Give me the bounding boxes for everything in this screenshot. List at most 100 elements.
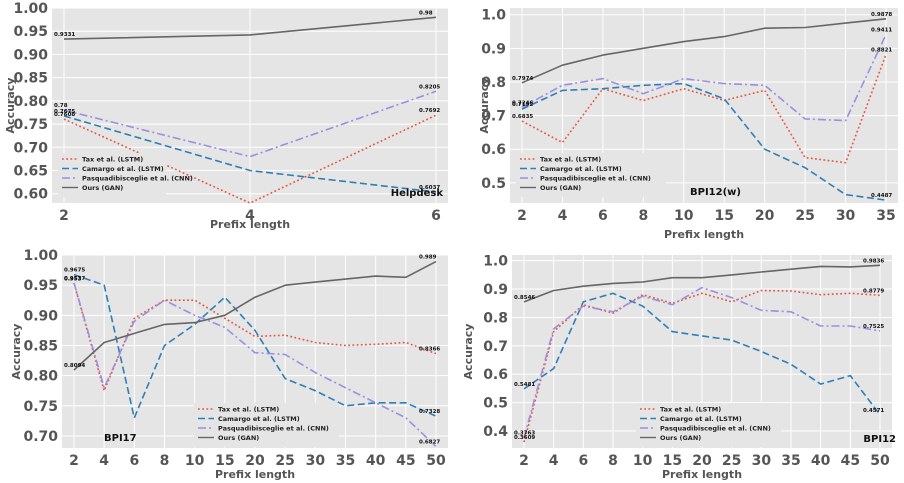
series-line-4: [523, 264, 881, 303]
y-tick-label: 0.8: [481, 75, 506, 91]
x-tick-label: 35: [781, 453, 800, 469]
y-tick-label: 0.70: [23, 429, 58, 445]
y-tick-label: 1.00: [13, 1, 48, 17]
legend: Tax et al. (LSTM) Camargo et al. (LSTM)Pa…: [58, 153, 193, 197]
legend-label: Camargo et al. (LSTM): [218, 415, 300, 423]
data-label: 0.8779: [863, 288, 884, 294]
legend-label: Tax et al. (LSTM): [82, 155, 143, 163]
x-axis-label: Prefix length: [210, 218, 290, 231]
legend-label: Tax et al. (LSTM): [540, 155, 601, 163]
data-label: 0.7692: [419, 108, 440, 114]
y-tick-label: 0.7: [483, 339, 508, 355]
x-tick-label: 6: [431, 208, 441, 224]
y-tick-label: 0.65: [13, 164, 48, 180]
legend-label: Pasquadibisceglie et al. (CNN): [660, 424, 771, 432]
x-tick-label: 45: [396, 453, 415, 469]
legend: Tax et al. (LSTM) Camargo et al. (LSTM)Pa…: [516, 153, 666, 197]
legend-label: Ours (GAN): [660, 434, 701, 442]
legend-label: Ours (GAN): [540, 184, 581, 192]
series-line-2: [73, 273, 437, 419]
legend-label: Pasquadibisceglie et al. (CNN): [540, 174, 651, 182]
x-tick-label: 8: [608, 453, 618, 469]
x-tick-label: 6: [578, 453, 588, 469]
data-label: 0.7525: [863, 324, 884, 330]
x-tick-label: 6: [598, 208, 608, 224]
y-tick-label: 0.85: [23, 338, 58, 354]
y-tick-label: 1.00: [23, 248, 58, 264]
legend-label: Pasquadibisceglie et al. (CNN): [82, 174, 193, 182]
series-line-3: [73, 282, 437, 447]
y-axis-label: Accuracy: [10, 324, 23, 380]
x-tick-label: 25: [795, 208, 814, 224]
legend-label: Camargo et al. (LSTM): [540, 165, 622, 173]
x-tick-label: 2: [519, 453, 529, 469]
dataset-label: BPI12(w): [690, 187, 741, 198]
data-label: 0.9675: [64, 268, 85, 274]
chart-panel-3: 1.00 0.95 0.90 0.85 0.80 0.75 0.70 2 4 6 8 10 15 20 25…: [10, 248, 448, 481]
data-label: 0.8821: [871, 47, 892, 53]
data-label: 0.5481: [514, 382, 535, 388]
x-tick-label: 4: [99, 453, 109, 469]
x-tick-label: 40: [366, 453, 386, 469]
x-tick-label: 4: [558, 208, 568, 224]
legend-label: Ours (GAN): [218, 434, 259, 442]
legend-box: [516, 153, 666, 197]
y-tick-label: 0.95: [23, 278, 58, 294]
x-tick-label: 2: [69, 453, 79, 469]
legend-label: Tax et al. (LSTM): [660, 405, 721, 413]
data-label: 0.6827: [419, 439, 440, 445]
data-label: 0.8094: [64, 363, 85, 369]
y-tick-label: 0.9: [483, 282, 508, 298]
data-label: 0.8546: [514, 295, 535, 301]
y-tick-label: 0.4: [483, 424, 508, 440]
y-tick-label: 1.0: [483, 254, 508, 270]
x-tick-label: 30: [836, 208, 856, 224]
y-tick-label: 0.5: [481, 176, 506, 192]
y-axis-label: Accuracy: [462, 324, 475, 380]
x-tick-label: 10: [674, 208, 694, 224]
series-line-4: [63, 16, 437, 40]
y-tick-label: 0.85: [13, 71, 48, 87]
x-tick-label: 50: [870, 453, 890, 469]
x-tick-label: 50: [426, 453, 446, 469]
x-tick-label: 4: [549, 453, 559, 469]
x-tick-label: 45: [841, 453, 860, 469]
y-tick-label: 0.95: [13, 24, 48, 40]
x-tick-label: 6: [129, 453, 139, 469]
x-tick-label: 15: [215, 453, 234, 469]
x-tick-label: 20: [245, 453, 265, 469]
x-tick-label: 10: [185, 453, 205, 469]
data-label: 0.3609: [514, 435, 535, 441]
x-tick-label: 40: [811, 453, 831, 469]
data-label: 0.6037: [419, 185, 440, 191]
data-label: 0.7675: [54, 109, 75, 115]
x-tick-label: 10: [633, 453, 653, 469]
chart-panel-1: 1.00 0.95 0.90 0.85 0.80 0.75 0.70 0.65 0.60 2 4 6 P…: [4, 1, 448, 231]
y-tick-label: 0.7: [481, 109, 506, 125]
data-label: 0.8205: [419, 84, 440, 90]
legend-label: Tax et al. (LSTM): [218, 405, 279, 413]
legend-box: [636, 403, 781, 447]
data-label: 0.989: [419, 255, 437, 261]
data-label: 0.9331: [54, 32, 75, 38]
y-tick-label: 0.70: [13, 140, 48, 156]
data-label: 0.9878: [871, 12, 892, 18]
x-tick-label: 2: [517, 208, 527, 224]
y-tick-label: 0.75: [23, 399, 58, 415]
data-label: 0.7328: [419, 409, 440, 415]
dataset-label: BPI12: [863, 434, 896, 445]
x-tick-label: 35: [336, 453, 355, 469]
x-tick-label: 8: [160, 453, 170, 469]
y-tick-label: 0.75: [13, 117, 48, 133]
series-line-2: [521, 82, 887, 201]
y-tick-label: 0.5: [483, 396, 508, 412]
series-line-2: [523, 292, 881, 416]
legend-label: Camargo et al. (LSTM): [660, 415, 742, 423]
legend-box: [58, 153, 166, 197]
x-tick-label: 30: [752, 453, 772, 469]
x-tick-label: 20: [755, 208, 775, 224]
y-tick-label: 0.60: [13, 187, 48, 203]
data-label: 0.4487: [871, 193, 892, 199]
y-tick-label: 0.8: [483, 310, 508, 326]
y-tick-label: 0.6: [483, 367, 508, 383]
